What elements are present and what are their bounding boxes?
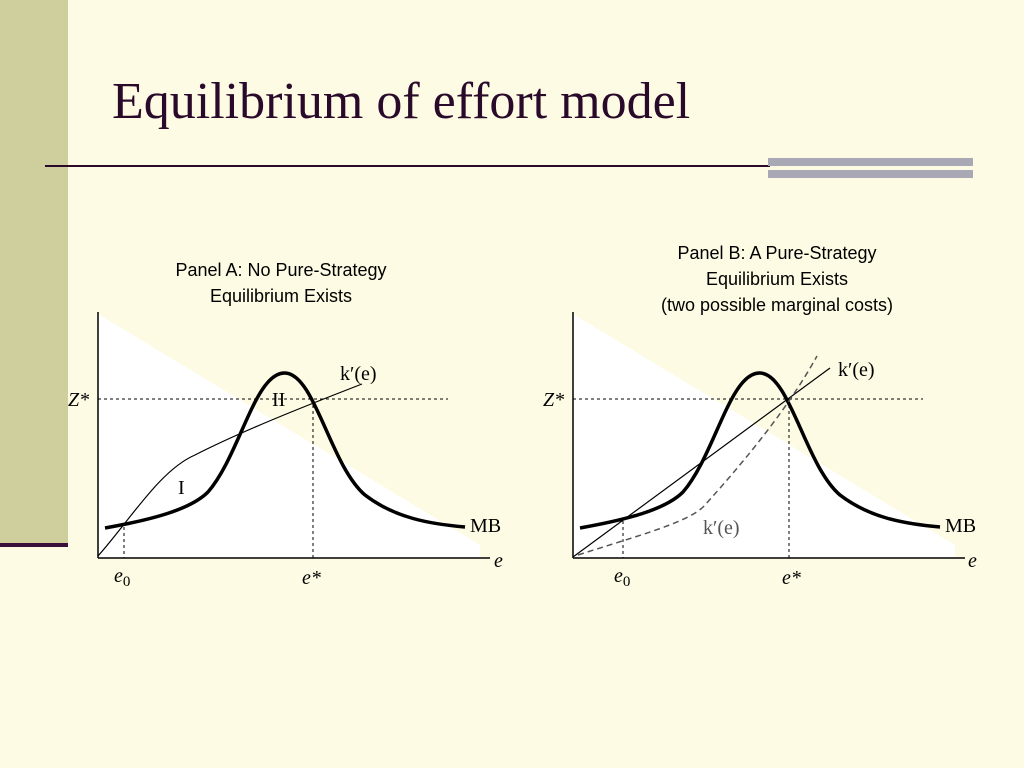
slide-title: Equilibrium of effort model [112, 73, 690, 130]
panel-b: Panel B: A Pure-Strategy Equilibrium Exi… [543, 243, 977, 590]
e0-label: e0 [114, 565, 130, 590]
region-label: II [272, 389, 285, 411]
panel-title: Panel B: A Pure-Strategy [677, 243, 876, 263]
x-axis-label: e [968, 550, 977, 572]
panel-title: Panel A: No Pure-Strategy [175, 260, 386, 280]
k-label-dashed: k′(e) [703, 517, 740, 539]
e0-sub: 0 [623, 574, 631, 590]
rule-bar [768, 158, 973, 166]
x-axis-label: e [494, 550, 503, 572]
white-region [573, 314, 955, 558]
e0-base: e [114, 565, 123, 587]
k-label: k′(e) [340, 363, 377, 385]
estar-label: e* [782, 567, 801, 589]
panel-title: (two possible marginal costs) [661, 295, 893, 315]
panel-title: Equilibrium Exists [210, 286, 352, 306]
mb-label: MB [470, 515, 501, 537]
k-line [572, 367, 831, 558]
z-label: Z* [543, 389, 564, 411]
estar-label: e* [302, 567, 321, 589]
mb-curve [104, 371, 466, 530]
mb-curve [579, 371, 941, 530]
e0-sub: 0 [123, 574, 131, 590]
k-dashed-curve [577, 355, 818, 556]
mb-label: MB [945, 515, 976, 537]
e0-base: e [614, 565, 623, 587]
region-label: I [178, 477, 185, 499]
white-region [98, 314, 480, 558]
k-curve [97, 383, 363, 557]
panel-title: Equilibrium Exists [706, 269, 848, 289]
stripe-base [0, 543, 68, 547]
panel-a: Panel A: No Pure-Strategy Equilibrium Ex… [68, 260, 503, 590]
rule-bar [768, 170, 973, 178]
side-stripe [0, 0, 68, 545]
z-label: Z* [68, 389, 89, 411]
e0-label: e0 [614, 565, 630, 590]
k-label: k′(e) [838, 359, 875, 381]
